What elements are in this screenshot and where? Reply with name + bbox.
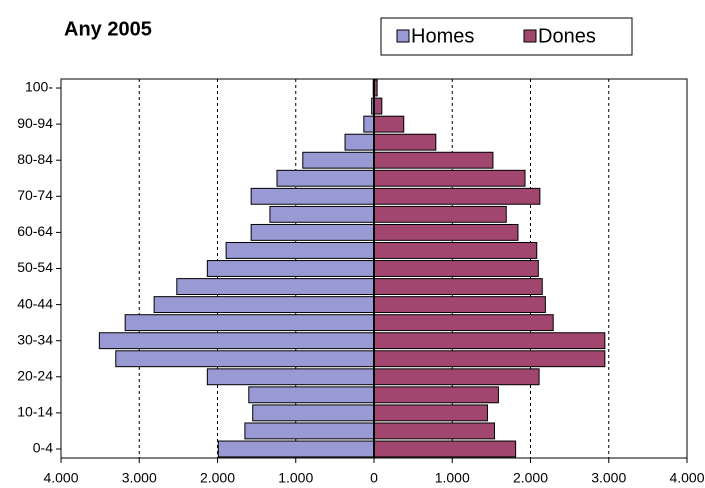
- bar: [373, 278, 543, 295]
- x-tick-label: 1.000: [278, 470, 313, 486]
- bar: [276, 169, 375, 187]
- x-tick-label: 0: [370, 470, 378, 486]
- legend: [380, 17, 633, 56]
- y-tick-label: 100-: [25, 79, 53, 95]
- bar: [373, 296, 546, 314]
- y-tick-label: 40-44: [17, 295, 53, 311]
- x-tick-label: 2.000: [200, 470, 235, 486]
- bar: [217, 440, 375, 458]
- bar: [373, 260, 539, 277]
- legend-swatch: [396, 29, 410, 43]
- chart-title: Any 2005: [64, 18, 152, 40]
- bar: [250, 187, 375, 205]
- x-tick-label: 3.000: [122, 470, 157, 486]
- bar: [373, 314, 554, 332]
- legend-swatch: [523, 29, 537, 43]
- bar: [244, 422, 375, 440]
- bar: [269, 205, 375, 223]
- bar: [363, 115, 375, 133]
- bar: [206, 368, 375, 386]
- bar: [153, 296, 375, 314]
- x-tick-label: 2.000: [513, 470, 548, 486]
- y-tick-label: 70-74: [17, 187, 53, 203]
- bar: [373, 205, 507, 223]
- bar: [98, 332, 375, 350]
- y-tick-label: 90-94: [17, 115, 53, 131]
- x-tick-label: 1.000: [435, 470, 470, 486]
- y-tick-label: 60-64: [17, 223, 53, 239]
- bar: [373, 368, 540, 386]
- y-tick-label: 30-34: [17, 331, 53, 347]
- y-tick-label: 50-54: [17, 259, 53, 275]
- bar: [373, 97, 383, 115]
- bar: [115, 350, 375, 368]
- bar: [373, 242, 538, 259]
- bar: [373, 115, 405, 133]
- bar: [124, 314, 375, 332]
- bar: [302, 151, 375, 169]
- bar: [373, 187, 541, 205]
- y-tick-label: 0-4: [33, 440, 53, 456]
- bar: [252, 404, 375, 422]
- bar: [373, 169, 526, 187]
- x-tick-label: 3.000: [591, 470, 626, 486]
- x-tick-label: 4.000: [43, 470, 78, 486]
- bar: [373, 223, 519, 241]
- x-tick-label: 4.000: [669, 470, 704, 486]
- bar: [373, 404, 488, 422]
- y-tick-label: 80-84: [17, 151, 53, 167]
- bar: [225, 242, 375, 259]
- bar: [373, 151, 494, 169]
- bar: [176, 278, 375, 295]
- bar: [206, 260, 375, 277]
- bar: [373, 332, 606, 350]
- legend-label: Dones: [538, 25, 596, 47]
- y-tick-label: 20-24: [17, 367, 53, 383]
- bar: [250, 223, 375, 241]
- bar: [344, 133, 375, 151]
- bar: [373, 133, 437, 151]
- bar: [373, 386, 499, 404]
- bar: [248, 386, 375, 404]
- y-tick-label: 10-14: [17, 404, 53, 420]
- bar: [373, 422, 496, 440]
- bar: [373, 350, 606, 368]
- legend-label: Homes: [411, 25, 474, 47]
- bar: [373, 440, 517, 458]
